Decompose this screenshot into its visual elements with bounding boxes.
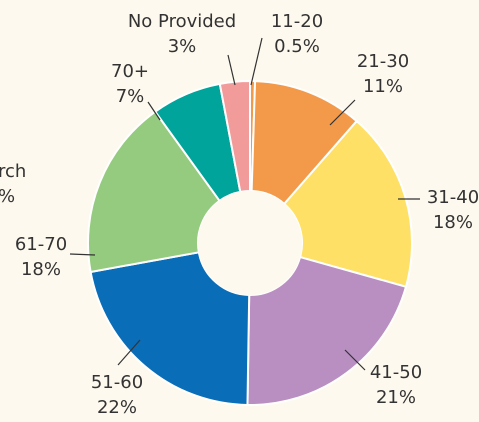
slice-value-label: 21% — [376, 387, 416, 408]
donut-hole — [198, 191, 302, 295]
slice-label: 31-40 — [427, 187, 479, 208]
slice-label: 70+ — [111, 61, 149, 82]
annotation: % — [0, 186, 15, 207]
annotation: rch — [0, 161, 26, 182]
leader-line — [69, 253, 96, 256]
slice-value-label: 3% — [168, 36, 197, 57]
slice-value-label: 0.5% — [274, 36, 320, 57]
leader-line — [329, 99, 356, 126]
slice-value-label: 18% — [433, 212, 473, 233]
leader-line — [250, 37, 263, 86]
slice-label: No Provided — [128, 11, 236, 32]
slice-label: 61-70 — [15, 234, 67, 255]
leader-line — [117, 339, 141, 366]
slice-label: 41-50 — [370, 362, 422, 383]
slice-label: 51-60 — [91, 372, 143, 393]
leader-line — [344, 349, 366, 371]
slice-label: 11-20 — [271, 11, 323, 32]
leader-line — [227, 54, 236, 86]
slice-value-label: 18% — [21, 259, 61, 280]
leader-line — [147, 101, 161, 121]
slice-value-label: 22% — [97, 397, 137, 418]
slice-label: 21-30 — [357, 51, 409, 72]
slice-value-label: 7% — [116, 86, 145, 107]
slice-value-label: 11% — [363, 76, 403, 97]
